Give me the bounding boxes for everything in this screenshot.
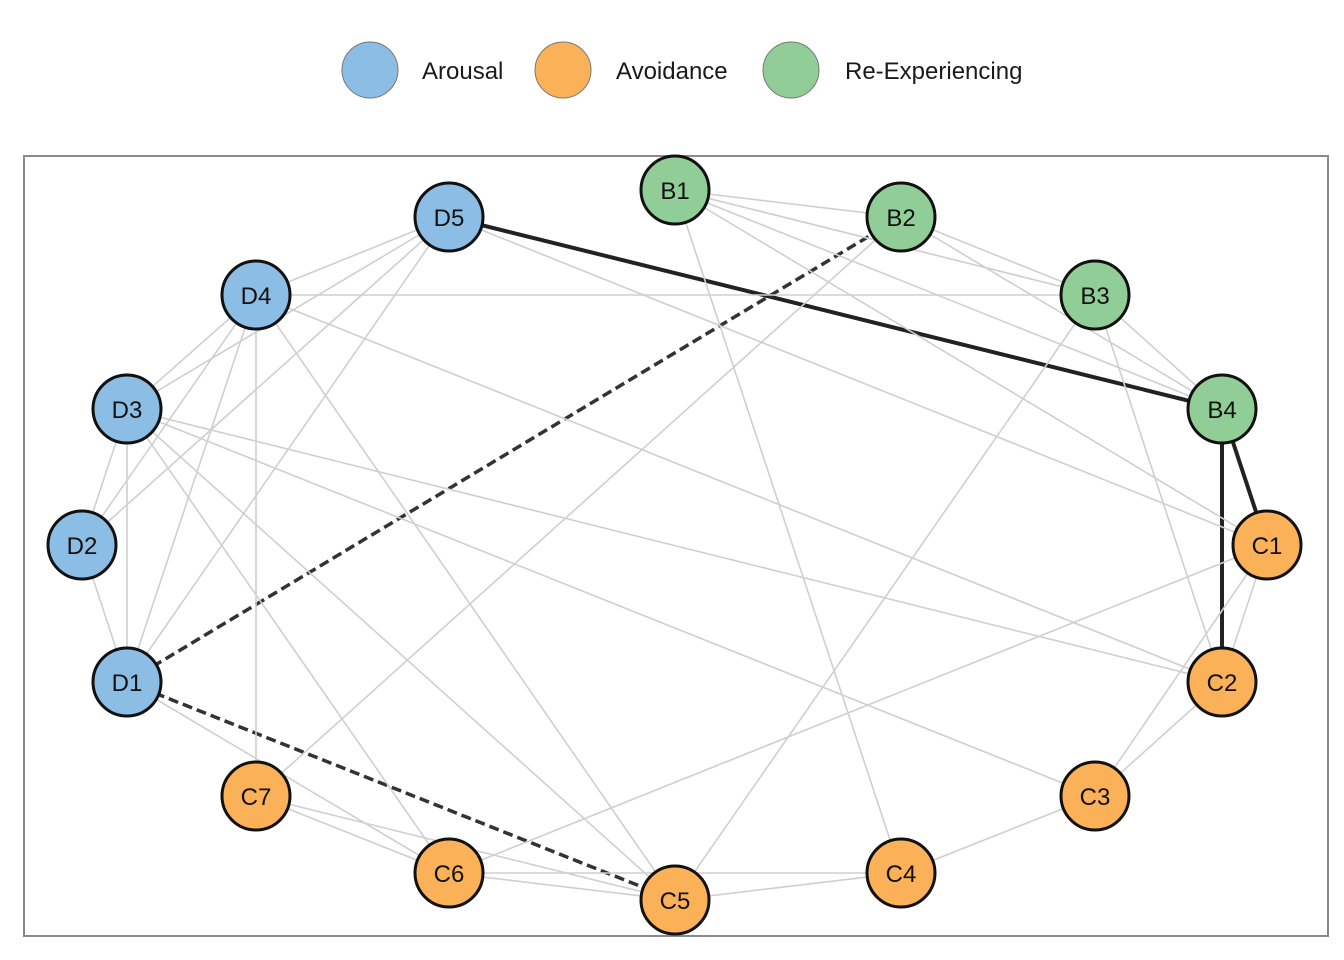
- node-label-C1: C1: [1252, 533, 1283, 560]
- edge-C4-C5: [674, 872, 902, 901]
- node-D3: D3: [91, 373, 163, 445]
- legend-item-reexperiencing: Re-Experiencing: [762, 41, 1022, 99]
- node-circle-B1: [639, 154, 711, 226]
- node-C6: C6: [413, 837, 485, 909]
- node-B3: B3: [1059, 259, 1131, 331]
- node-B2: B2: [865, 181, 937, 253]
- node-circle-D2: [46, 509, 118, 581]
- node-circle-B4: [1186, 373, 1258, 445]
- node-label-B3: B3: [1080, 283, 1109, 310]
- edge-C6-D3: [126, 408, 450, 874]
- edge-C1-C6: [448, 544, 1268, 874]
- legend-swatch-reexperiencing: [762, 41, 820, 99]
- edge-B3-C2: [1094, 294, 1223, 683]
- edge-D2-D5: [81, 216, 450, 546]
- legend-swatch-avoidance: [534, 41, 592, 99]
- node-circle-C7: [220, 760, 292, 832]
- node-circle-D3: [91, 373, 163, 445]
- nodes-layer: B1 B2 B3 B4 C1 C2 C3 C4 C5 C6 C7 D1 D2 D3 D4 D5: [46, 154, 1303, 936]
- node-label-D1: D1: [112, 670, 143, 697]
- edge-D3-C2: [126, 408, 1223, 683]
- edge-C3-D3: [126, 408, 1096, 797]
- node-label-C6: C6: [434, 861, 465, 888]
- node-label-B4: B4: [1207, 397, 1236, 424]
- edge-B2-B4: [900, 216, 1223, 410]
- edge-B1-C1: [674, 189, 1268, 546]
- edge-B1-B4: [674, 189, 1223, 410]
- node-label-C2: C2: [1207, 670, 1238, 697]
- node-circle-D4: [220, 259, 292, 331]
- node-B4: B4: [1186, 373, 1258, 445]
- node-circle-C6: [413, 837, 485, 909]
- node-C5: C5: [639, 864, 711, 936]
- node-label-D2: D2: [67, 533, 98, 560]
- node-circle-C4: [865, 837, 937, 909]
- legend-label-avoidance: Avoidance: [616, 58, 728, 85]
- edge-D4-C2: [255, 294, 1223, 683]
- node-label-D4: D4: [241, 283, 272, 310]
- edge-B1-C4: [674, 189, 902, 874]
- node-circle-D1: [91, 646, 163, 718]
- node-D2: D2: [46, 509, 118, 581]
- edge-C5-C6: [448, 872, 676, 901]
- node-C1: C1: [1231, 509, 1303, 581]
- node-circle-B3: [1059, 259, 1131, 331]
- edge-C5-D3: [126, 408, 676, 901]
- legend: Arousal Avoidance Re-Experiencing: [341, 41, 1022, 99]
- node-D4: D4: [220, 259, 292, 331]
- edge-D5-B4: [448, 215, 1223, 411]
- node-label-C4: C4: [886, 861, 917, 888]
- node-D1: D1: [91, 646, 163, 718]
- node-circle-B2: [865, 181, 937, 253]
- edge-D3-D5: [126, 216, 450, 410]
- edge-C5-D4: [255, 294, 676, 901]
- node-B1: B1: [639, 154, 711, 226]
- node-label-D5: D5: [434, 205, 465, 232]
- node-label-C7: C7: [241, 784, 272, 811]
- node-label-C3: C3: [1080, 784, 1111, 811]
- node-circle-C3: [1059, 760, 1131, 832]
- legend-item-avoidance: Avoidance: [534, 41, 728, 99]
- edge-B2-C7: [255, 216, 902, 797]
- edge-C1-C3: [1094, 544, 1268, 797]
- edge-D5-C1: [448, 216, 1268, 546]
- node-circle-C1: [1231, 509, 1303, 581]
- edge-D1-C5: [126, 680, 676, 902]
- legend-swatch-arousal: [341, 41, 399, 99]
- node-D5: D5: [413, 181, 485, 253]
- node-C3: C3: [1059, 760, 1131, 832]
- edge-D1-C6: [126, 681, 450, 874]
- legend-label-arousal: Arousal: [422, 58, 503, 85]
- node-label-B2: B2: [886, 205, 915, 232]
- node-circle-D5: [413, 181, 485, 253]
- legend-item-arousal: Arousal: [341, 41, 503, 99]
- node-label-B1: B1: [660, 178, 689, 205]
- node-circle-C2: [1186, 646, 1258, 718]
- edges-layer: [81, 189, 1269, 902]
- edge-B1-B2: [674, 189, 902, 218]
- node-label-C5: C5: [660, 888, 691, 915]
- node-C7: C7: [220, 760, 292, 832]
- node-C2: C2: [1186, 646, 1258, 718]
- node-label-D3: D3: [112, 397, 143, 424]
- legend-label-reexperiencing: Re-Experiencing: [845, 58, 1022, 85]
- node-circle-C5: [639, 864, 711, 936]
- node-C4: C4: [865, 837, 937, 909]
- edge-D1-D4: [126, 294, 257, 683]
